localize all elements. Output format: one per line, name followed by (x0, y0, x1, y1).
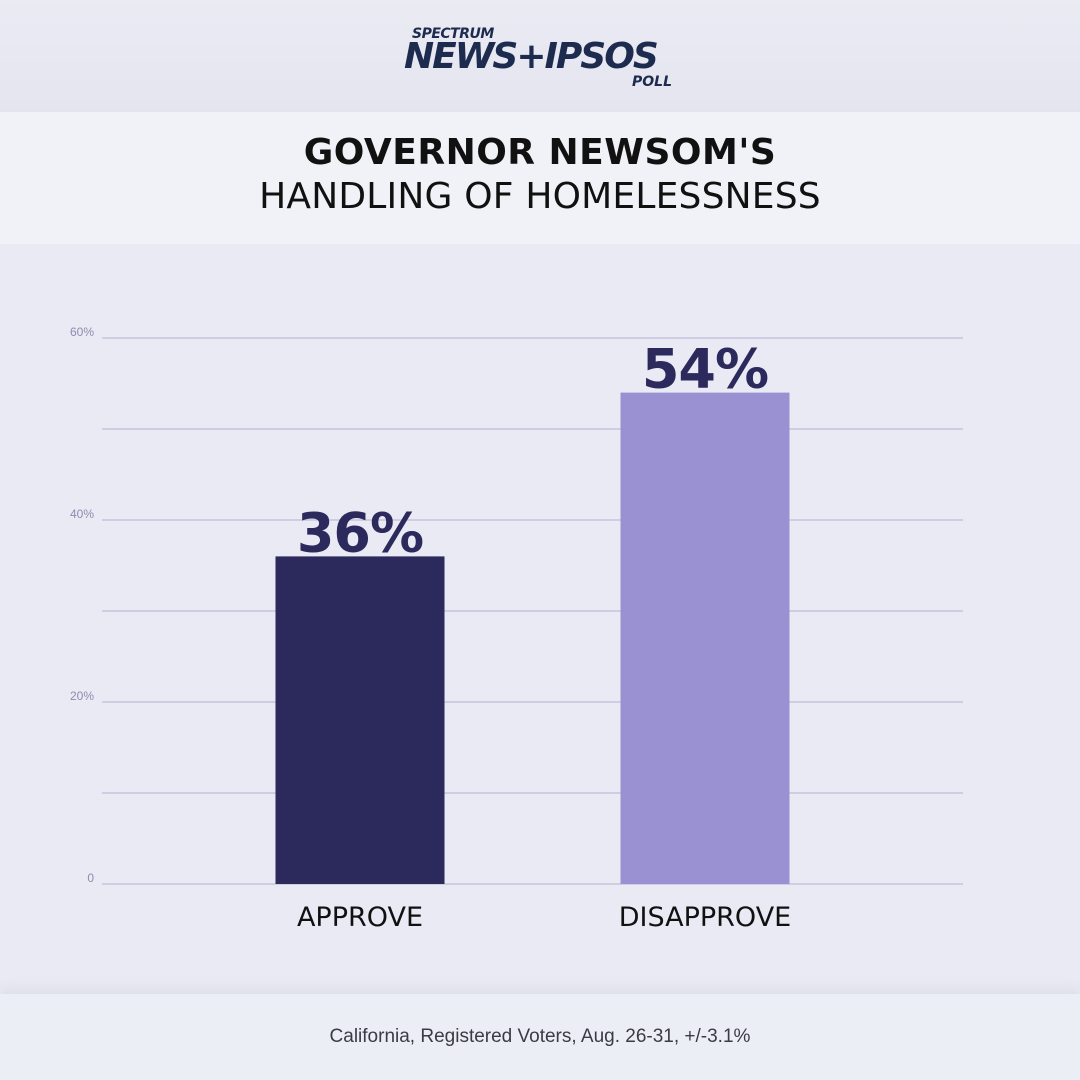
y-tick-label: 40% (70, 507, 94, 521)
chart-area: 0 20% 40% 60% 36% APPROVE 54% DISAPPROVE (0, 244, 1080, 994)
y-tick-label: 20% (70, 689, 94, 703)
logo-spectrum-text: SPECTRUM (412, 26, 494, 42)
logo-poll-text: POLL (632, 74, 673, 90)
value-label: 54% (642, 338, 768, 401)
bar-disapprove (620, 392, 790, 884)
title-band: GOVERNOR NEWSOM'S HANDLING OF HOMELESSNE… (0, 112, 1080, 244)
logo-band: SPECTRUM NEWS+IPSOS POLL (0, 0, 1080, 112)
chart-title-line-1: GOVERNOR NEWSOM'S (303, 132, 777, 173)
category-label: DISAPPROVE (619, 902, 792, 933)
bar-approve (275, 556, 445, 884)
value-label: 36% (297, 501, 423, 564)
logo-news-ipsos-text: NEWS+IPSOS (404, 36, 659, 77)
y-tick-label: 60% (70, 325, 94, 339)
chart-title-line-2: HANDLING OF HOMELESSNESS (259, 176, 821, 217)
bar-chart: 0 20% 40% 60% 36% APPROVE 54% DISAPPROVE (70, 325, 963, 933)
category-label: APPROVE (297, 902, 423, 933)
footer-note: California, Registered Voters, Aug. 26-3… (329, 1026, 751, 1047)
logo: SPECTRUM NEWS+IPSOS POLL (0, 22, 1080, 94)
footer-band: California, Registered Voters, Aug. 26-3… (0, 994, 1080, 1080)
y-tick-label: 0 (87, 871, 94, 885)
